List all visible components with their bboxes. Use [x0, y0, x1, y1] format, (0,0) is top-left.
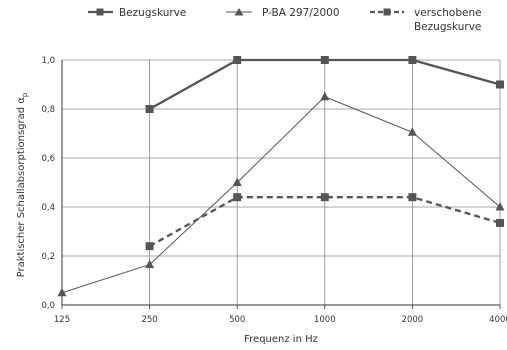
data-point-triangle-1 [232, 177, 242, 186]
series-layer [57, 56, 505, 297]
y-axis-label-subscript: p [21, 92, 29, 97]
y-tick-label: 0,4 [41, 203, 55, 213]
data-point-triangle-1 [407, 127, 417, 136]
legend-label-p-ba: P-BA 297/2000 [262, 7, 340, 19]
y-tick-label: 0,2 [41, 252, 55, 262]
data-point-square-2 [408, 193, 417, 202]
x-tick-label: 2000 [402, 315, 424, 325]
x-tick-label: 1000 [314, 315, 336, 325]
x-tick-label: 500 [229, 315, 245, 325]
y-axis-label-main: Praktischer Schallabsorptionsgrad α [16, 97, 27, 278]
y-tick-label: 0,8 [41, 105, 55, 115]
legend-label-verschobene-line1: verschobene [414, 7, 482, 19]
data-point-square-2 [496, 218, 504, 227]
data-point-square-2 [233, 193, 242, 202]
legend: Bezugskurve P-BA 297/2000 verschobene Be… [88, 7, 482, 33]
legend-label-verschobene-line2: Bezugskurve [414, 21, 481, 33]
legend-label-bezugskurve: Bezugskurve [119, 7, 186, 19]
data-point-triangle-1 [495, 202, 505, 211]
data-point-square-0 [233, 56, 242, 64]
legend-marker-square-icon [383, 8, 391, 16]
data-point-triangle-1 [145, 259, 155, 269]
y-tick-label: 1,0 [41, 56, 55, 66]
y-tick-labels: 0,0 0,2 0,4 0,6 0,8 1,0 [41, 56, 55, 311]
grid [62, 59, 501, 305]
series-line-1 [61, 96, 501, 294]
data-point-square-0 [320, 56, 329, 64]
legend-marker-triangle-icon [234, 8, 244, 16]
data-point-square-0 [496, 80, 504, 89]
data-point-triangle-1 [57, 287, 67, 297]
y-axis-label: Praktischer Schallabsorptionsgrad αp [16, 92, 29, 277]
data-point-square-0 [145, 105, 154, 113]
legend-item-verschobene: verschobene Bezugskurve [370, 7, 482, 33]
legend-item-bezugskurve: Bezugskurve [88, 7, 186, 19]
data-point-square-2 [320, 193, 329, 202]
x-tick-label: 250 [141, 315, 157, 325]
legend-marker-square-icon [96, 8, 104, 16]
axes [61, 60, 501, 309]
data-point-triangle-1 [320, 91, 330, 101]
y-tick-label: 0,6 [41, 154, 55, 164]
legend-item-p-ba: P-BA 297/2000 [226, 7, 340, 19]
x-axis-label: Frequenz in Hz [244, 334, 318, 345]
x-tick-label: 125 [54, 315, 70, 325]
y-tick-label: 0,0 [41, 301, 55, 311]
data-point-square-0 [408, 56, 417, 64]
data-point-square-2 [145, 242, 154, 251]
